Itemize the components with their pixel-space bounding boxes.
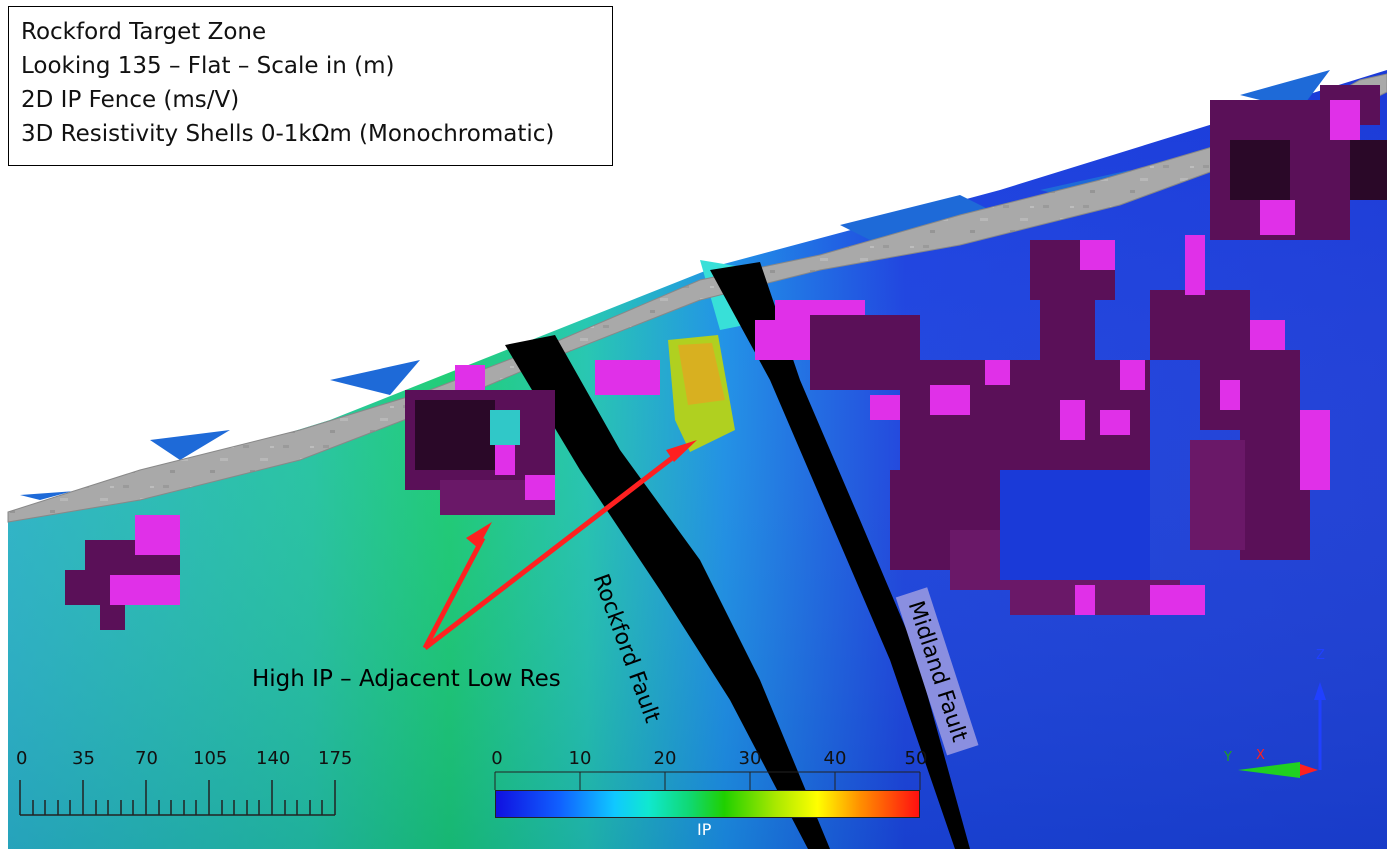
callout-arrows bbox=[422, 440, 697, 650]
info-view: Looking 135 – Flat – Scale in (m) bbox=[21, 53, 395, 79]
resistivity-shell-right bbox=[755, 85, 1387, 615]
midland-fault bbox=[710, 262, 970, 849]
rockford-fault bbox=[505, 335, 830, 849]
colorbar-ticks bbox=[494, 771, 921, 790]
colorbar-tick-label: 20 bbox=[653, 748, 677, 769]
scale-tick-label: 0 bbox=[16, 748, 28, 769]
colorbar-tick-label: 0 bbox=[491, 748, 503, 769]
colorbar-tick-label: 50 bbox=[904, 748, 928, 769]
info-resistivity: 3D Resistivity Shells 0-1kΩm (Monochroma… bbox=[21, 121, 555, 147]
colorbar-tick-label: 10 bbox=[568, 748, 592, 769]
resistivity-shell-center bbox=[405, 360, 660, 515]
info-ip-fence: 2D IP Fence (ms/V) bbox=[21, 87, 240, 113]
axis-z-label: Z bbox=[1316, 648, 1325, 663]
info-title: Rockford Target Zone bbox=[21, 19, 267, 45]
ip-colorbar bbox=[495, 790, 920, 818]
colorbar-title: IP bbox=[697, 820, 712, 839]
scale-tick-label: 105 bbox=[193, 748, 228, 769]
scale-tick-label: 35 bbox=[72, 748, 95, 769]
info-box: Rockford Target Zone Looking 135 – Flat … bbox=[8, 6, 613, 166]
scale-tick-label: 175 bbox=[318, 748, 353, 769]
callout-label: High IP – Adjacent Low Res bbox=[252, 666, 561, 692]
axis-triad bbox=[1238, 682, 1326, 778]
scale-tick-label: 70 bbox=[135, 748, 158, 769]
colorbar-tick-label: 40 bbox=[823, 748, 847, 769]
colorbar-tick-label: 30 bbox=[738, 748, 762, 769]
resistivity-shell-left bbox=[65, 515, 180, 630]
axis-y-label: Y bbox=[1224, 750, 1232, 765]
scale-tick-label: 140 bbox=[256, 748, 291, 769]
scale-bar bbox=[19, 780, 336, 816]
axis-x-label: X bbox=[1256, 748, 1265, 763]
